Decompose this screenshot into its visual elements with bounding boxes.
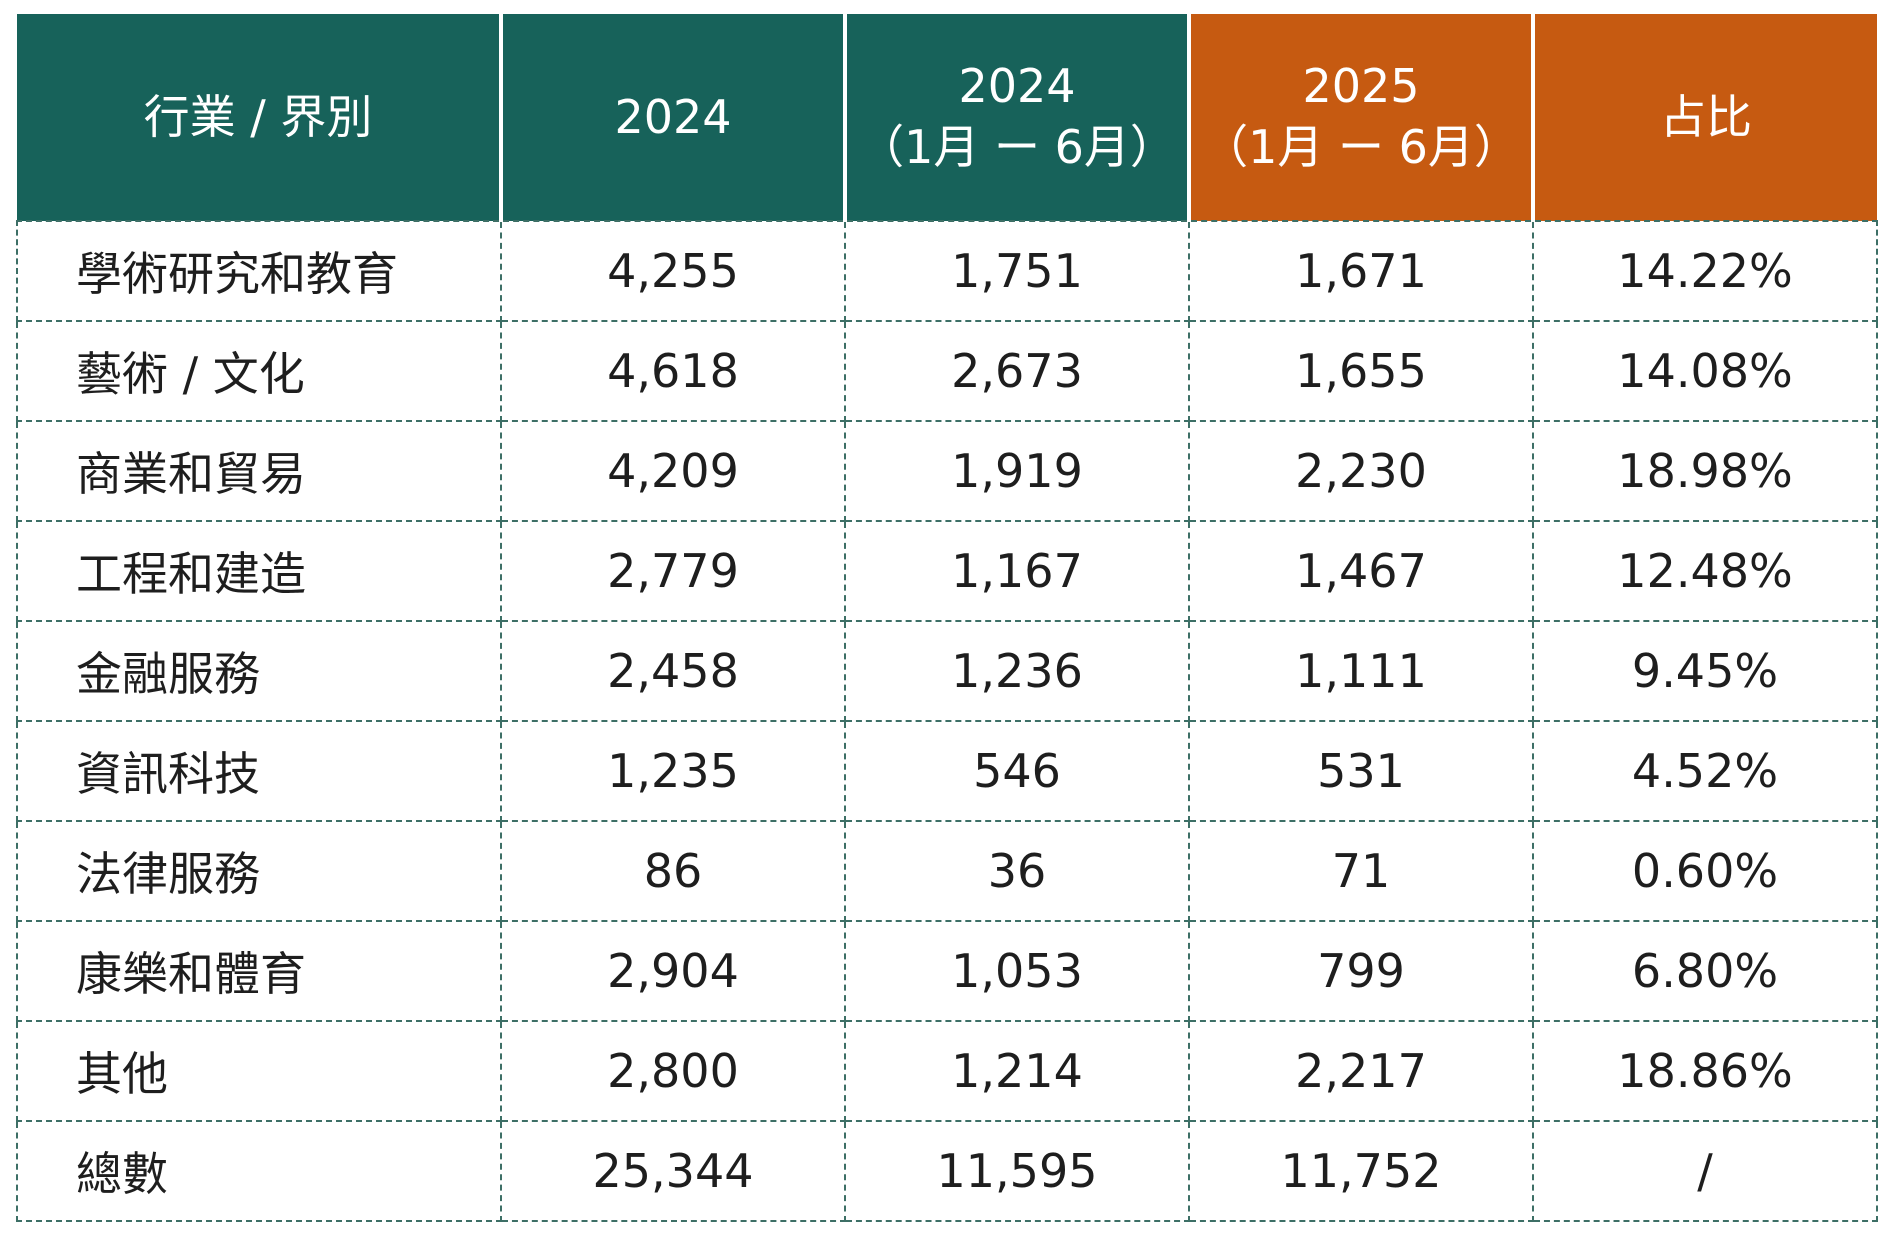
cell-share: 12.48% — [1532, 520, 1878, 622]
header-2024: 2024 — [499, 14, 847, 221]
cell-share: 0.60% — [1532, 820, 1878, 922]
industry-statistics-table: 行業 / 界別 2024 2024 （1月 ー 6月） 2025 （1月 ー 6… — [16, 14, 1878, 1222]
industry-statistics-table-container: 行業 / 界別 2024 2024 （1月 ー 6月） 2025 （1月 ー 6… — [16, 14, 1878, 1222]
header-2024-jan-jun: 2024 （1月 ー 6月） — [843, 14, 1191, 221]
cell-2025-jan-jun: 1,111 — [1188, 620, 1534, 722]
cell-2025-jan-jun: 1,655 — [1188, 320, 1534, 422]
cell-2025-jan-jun: 531 — [1188, 720, 1534, 822]
cell-industry: 康樂和體育 — [16, 920, 502, 1022]
cell-2025-jan-jun: 1,671 — [1188, 220, 1534, 322]
header-industry-label: 行業 / 界別 — [143, 89, 373, 144]
table-row: 法律服務 86 36 71 0.60% — [16, 820, 1878, 922]
cell-2025-jan-jun: 71 — [1188, 820, 1534, 922]
cell-industry: 工程和建造 — [16, 520, 502, 622]
cell-2024: 4,618 — [500, 320, 846, 422]
table-row: 康樂和體育 2,904 1,053 799 6.80% — [16, 920, 1878, 1022]
table-row-total: 總數 25,344 11,595 11,752 / — [16, 1120, 1878, 1222]
cell-2024: 2,779 — [500, 520, 846, 622]
header-share-label: 占比 — [1660, 89, 1752, 144]
cell-industry: 學術研究和教育 — [16, 220, 502, 322]
cell-share: 6.80% — [1532, 920, 1878, 1022]
cell-industry: 資訊科技 — [16, 720, 502, 822]
table-row: 金融服務 2,458 1,236 1,111 9.45% — [16, 620, 1878, 722]
cell-2024-jan-jun: 2,673 — [844, 320, 1190, 422]
table-row: 藝術 / 文化 4,618 2,673 1,655 14.08% — [16, 320, 1878, 422]
cell-2024: 2,904 — [500, 920, 846, 1022]
table-header: 行業 / 界別 2024 2024 （1月 ー 6月） 2025 （1月 ー 6… — [17, 14, 1877, 221]
table-row: 其他 2,800 1,214 2,217 18.86% — [16, 1020, 1878, 1122]
cell-industry: 法律服務 — [16, 820, 502, 922]
cell-2024-jan-jun: 1,236 — [844, 620, 1190, 722]
cell-2025-jan-jun: 11,752 — [1188, 1120, 1534, 1222]
cell-2024: 2,800 — [500, 1020, 846, 1122]
header-2024-jan-jun-year: 2024 — [958, 59, 1076, 114]
cell-2025-jan-jun: 2,230 — [1188, 420, 1534, 522]
header-2024-label: 2024 — [614, 89, 732, 144]
header-2025-jan-jun-period: （1月 ー 6月） — [1202, 120, 1520, 174]
cell-2024-jan-jun: 1,751 — [844, 220, 1190, 322]
cell-2025-jan-jun: 799 — [1188, 920, 1534, 1022]
cell-2024-jan-jun: 11,595 — [844, 1120, 1190, 1222]
header-row: 行業 / 界別 2024 2024 （1月 ー 6月） 2025 （1月 ー 6… — [17, 14, 1877, 221]
cell-industry: 藝術 / 文化 — [16, 320, 502, 422]
cell-2025-jan-jun: 1,467 — [1188, 520, 1534, 622]
cell-2024-jan-jun: 1,167 — [844, 520, 1190, 622]
table-body: 學術研究和教育 4,255 1,751 1,671 14.22% 藝術 / 文化… — [16, 220, 1878, 1222]
cell-share: / — [1532, 1120, 1878, 1222]
cell-2024-jan-jun: 546 — [844, 720, 1190, 822]
cell-share: 14.08% — [1532, 320, 1878, 422]
cell-2024: 1,235 — [500, 720, 846, 822]
cell-industry: 商業和貿易 — [16, 420, 502, 522]
cell-2024: 86 — [500, 820, 846, 922]
header-share: 占比 — [1531, 14, 1877, 221]
table-row: 商業和貿易 4,209 1,919 2,230 18.98% — [16, 420, 1878, 522]
cell-share: 4.52% — [1532, 720, 1878, 822]
cell-2024: 4,209 — [500, 420, 846, 522]
cell-share: 14.22% — [1532, 220, 1878, 322]
cell-2024: 2,458 — [500, 620, 846, 722]
cell-2024-jan-jun: 1,053 — [844, 920, 1190, 1022]
cell-2024-jan-jun: 1,214 — [844, 1020, 1190, 1122]
header-2025-jan-jun-year: 2025 — [1302, 59, 1420, 114]
cell-share: 9.45% — [1532, 620, 1878, 722]
table-row: 學術研究和教育 4,255 1,751 1,671 14.22% — [16, 220, 1878, 322]
cell-2024-jan-jun: 36 — [844, 820, 1190, 922]
table-row: 資訊科技 1,235 546 531 4.52% — [16, 720, 1878, 822]
cell-share: 18.86% — [1532, 1020, 1878, 1122]
header-industry: 行業 / 界別 — [17, 14, 503, 221]
header-2025-jan-jun: 2025 （1月 ー 6月） — [1187, 14, 1535, 221]
cell-2025-jan-jun: 2,217 — [1188, 1020, 1534, 1122]
cell-industry: 總數 — [16, 1120, 502, 1222]
cell-2024: 4,255 — [500, 220, 846, 322]
header-2024-jan-jun-period: （1月 ー 6月） — [858, 120, 1176, 174]
cell-2024-jan-jun: 1,919 — [844, 420, 1190, 522]
cell-2024: 25,344 — [500, 1120, 846, 1222]
cell-industry: 金融服務 — [16, 620, 502, 722]
cell-share: 18.98% — [1532, 420, 1878, 522]
cell-industry: 其他 — [16, 1020, 502, 1122]
table-row: 工程和建造 2,779 1,167 1,467 12.48% — [16, 520, 1878, 622]
